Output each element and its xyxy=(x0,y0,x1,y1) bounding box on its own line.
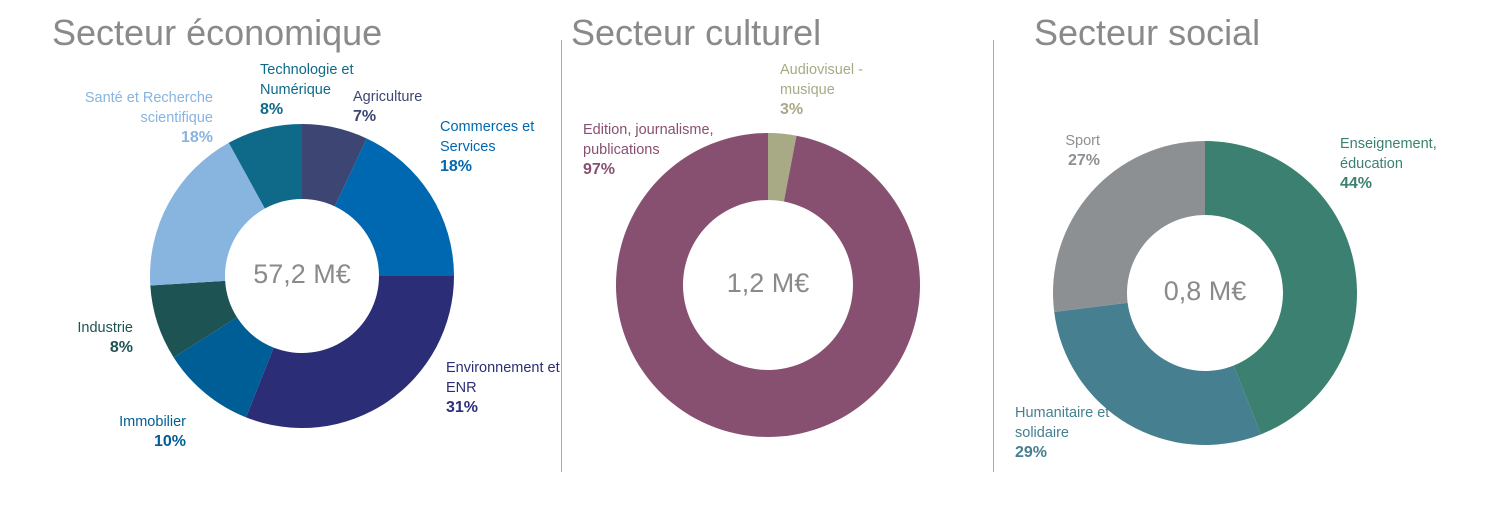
donut-slice xyxy=(334,138,454,276)
donut-slice xyxy=(1205,141,1357,435)
category-name: Enseignement, éducation xyxy=(1340,136,1437,172)
category-name: Environnement et ENR xyxy=(446,360,560,396)
slice-label: Environnement et ENR 31% xyxy=(446,358,566,418)
divider xyxy=(993,40,994,472)
value-label: 44% xyxy=(1340,175,1373,192)
value-label: 10% xyxy=(153,433,186,450)
category-name: Audiovisuel - musique xyxy=(780,62,864,98)
slice-label: Humanitaire et solidaire 29% xyxy=(1015,403,1125,463)
value-label: 27% xyxy=(1067,152,1100,169)
chart-title: Secteur social xyxy=(1034,12,1261,53)
donut-slice xyxy=(228,124,302,209)
slice-label: Immobilier 10% xyxy=(66,412,186,452)
donut-slice xyxy=(1054,302,1261,445)
donut-slice xyxy=(246,276,454,428)
category-name: Commerces et Services xyxy=(440,119,535,155)
category-name: Humanitaire et solidaire xyxy=(1015,405,1110,441)
slice-label: Sport 27% xyxy=(980,131,1100,171)
value-label: 97% xyxy=(583,161,616,178)
slice-label: Technologie et Numérique 8% xyxy=(260,60,370,120)
donut-slice xyxy=(615,133,920,437)
center-label: 1,2 M€ xyxy=(727,268,810,298)
donut-slice xyxy=(768,133,797,202)
category-name: Edition, journalisme, publications xyxy=(583,122,714,158)
value-label: 18% xyxy=(180,129,213,146)
donut-slice xyxy=(1053,141,1205,313)
donut-slice xyxy=(150,280,237,358)
chart-title: Secteur culturel xyxy=(571,12,822,53)
slice-label: Audiovisuel - musique 3% xyxy=(780,60,875,120)
value-label: 7% xyxy=(353,108,377,125)
slice-label: Edition, journalisme, publications 97% xyxy=(583,120,728,180)
slice-label: Santé et Recherche scientifique 18% xyxy=(43,88,213,148)
category-name: Agriculture xyxy=(353,89,423,105)
donut-slice xyxy=(173,317,274,418)
value-label: 29% xyxy=(1015,444,1048,461)
value-label: 18% xyxy=(440,158,473,175)
center-label: 57,2 M€ xyxy=(253,259,351,289)
category-name: Santé et Recherche scientifique xyxy=(84,90,213,126)
donut-slice xyxy=(150,142,265,286)
slice-label: Commerces et Services 18% xyxy=(440,117,550,177)
slice-label: Enseignement, éducation 44% xyxy=(1340,134,1450,194)
category-name: Immobilier xyxy=(119,414,186,430)
value-label: 8% xyxy=(109,339,133,356)
divider xyxy=(561,40,562,472)
donut-slice xyxy=(302,124,367,207)
center-label: 0,8 M€ xyxy=(1164,276,1247,306)
value-label: 31% xyxy=(446,399,479,416)
category-name: Technologie et Numérique xyxy=(260,62,354,98)
category-name: Industrie xyxy=(77,320,133,336)
category-name: Sport xyxy=(1065,133,1100,149)
slice-label: Industrie 8% xyxy=(13,318,133,358)
chart-title: Secteur économique xyxy=(52,12,383,53)
value-label: 8% xyxy=(260,101,284,118)
value-label: 3% xyxy=(780,101,804,118)
slice-label: Agriculture 7% xyxy=(353,87,463,127)
